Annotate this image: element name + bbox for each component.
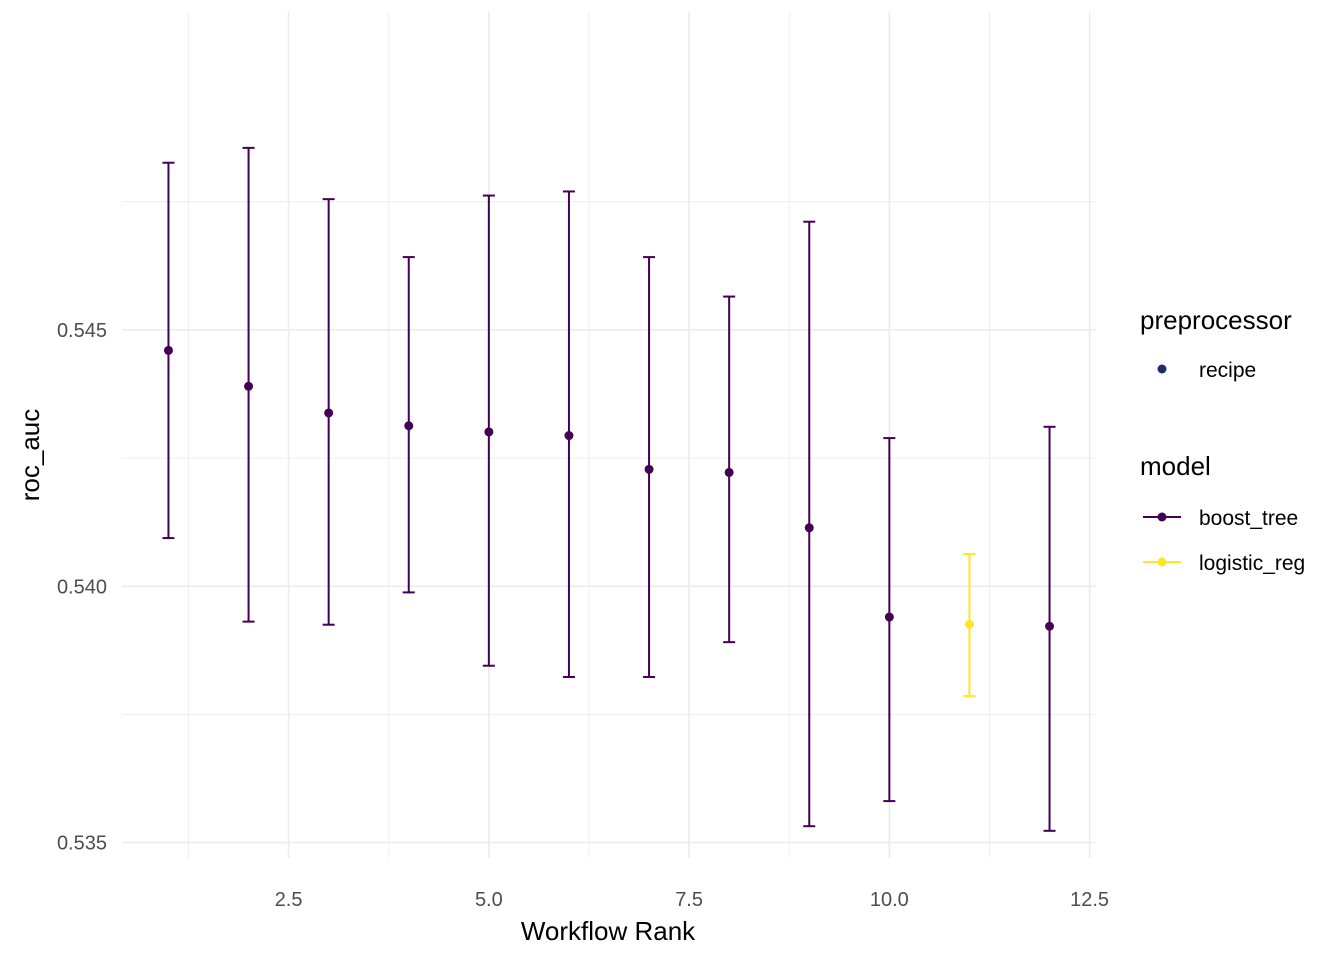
x-tick-label: 12.5 — [1070, 889, 1109, 911]
y-tick-label: 0.545 — [57, 320, 107, 342]
legend-key-logistic-reg — [1157, 557, 1167, 567]
x-tick-label: 10.0 — [870, 889, 909, 911]
x-axis-ticks: 2.5 5.0 7.5 10.0 12.5 — [275, 889, 1109, 911]
x-tick-label: 7.5 — [675, 889, 703, 911]
data-point-boost-tree — [564, 431, 574, 441]
legend-label-boost-tree: boost_tree — [1199, 507, 1298, 530]
legend-title-preprocessor: preprocessor — [1140, 305, 1292, 335]
legend-label-recipe: recipe — [1199, 359, 1256, 382]
y-tick-label: 0.540 — [57, 576, 107, 598]
data-point-boost-tree — [884, 612, 894, 622]
data-point-boost-tree — [324, 408, 334, 418]
data-point-logistic-reg — [964, 619, 974, 629]
data-point-boost-tree — [163, 345, 173, 355]
y-axis-ticks: 0.535 0.540 0.545 — [57, 320, 107, 855]
legend-label-logistic-reg: logistic_reg — [1199, 552, 1305, 575]
grid — [122, 12, 1096, 858]
legend-preprocessor: preprocessor recipe — [1140, 305, 1292, 382]
x-tick-label: 2.5 — [275, 889, 303, 911]
x-axis-title: Workflow Rank — [521, 916, 696, 946]
data-point-boost-tree — [724, 467, 734, 477]
y-tick-label: 0.535 — [57, 833, 107, 855]
plot-marks — [162, 146, 1056, 832]
data-point-boost-tree — [644, 464, 654, 474]
data-point-boost-tree — [404, 421, 414, 431]
data-point-boost-tree — [804, 523, 814, 533]
data-point-boost-tree — [244, 381, 254, 391]
y-axis-title: roc_auc — [15, 409, 45, 502]
legend-key-recipe — [1157, 364, 1167, 374]
x-tick-label: 5.0 — [475, 889, 503, 911]
data-point-boost-tree — [484, 427, 494, 437]
legend-key-boost-tree — [1157, 512, 1167, 522]
legend-model: model boost_tree logistic_reg — [1140, 451, 1305, 575]
data-point-boost-tree — [1045, 621, 1055, 631]
legend-title-model: model — [1140, 451, 1211, 481]
